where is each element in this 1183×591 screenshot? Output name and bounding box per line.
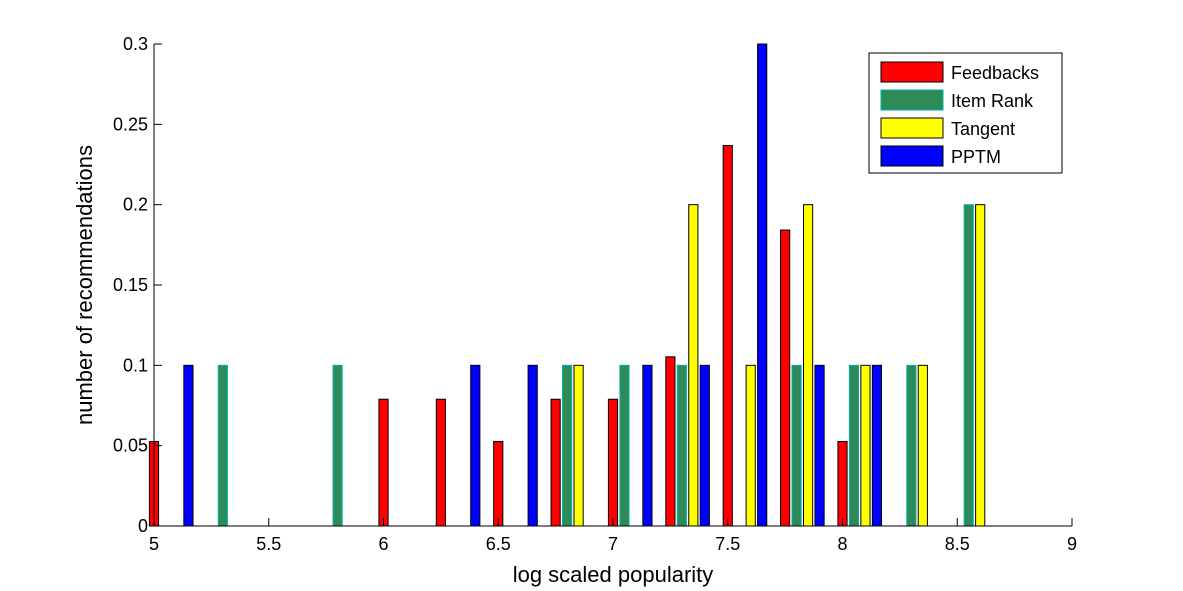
bar-item-rank-1 (217, 364, 228, 527)
legend-label-item-rank: Item Rank (951, 91, 1034, 111)
bar-item-rank-14 (963, 204, 974, 527)
y-tick-label: 0.25 (113, 114, 148, 134)
bar-feedbacks-12 (837, 440, 848, 527)
y-tick-label: 0.3 (123, 34, 148, 54)
x-tick-label: 6.5 (486, 534, 511, 554)
legend-label-feedbacks: Feedbacks (951, 63, 1039, 83)
bar-feedbacks-5 (435, 398, 446, 527)
bar-feedbacks-11 (780, 229, 791, 527)
legend-label-pptm: PPTM (951, 147, 1001, 167)
x-tick-label: 6 (378, 534, 388, 554)
x-tick-label: 9 (1067, 534, 1077, 554)
y-tick-label: 0.1 (123, 355, 148, 375)
x-tick-label: 7.5 (715, 534, 740, 554)
bar-tangent-12 (860, 364, 871, 527)
bar-feedbacks-8 (607, 398, 619, 527)
bar-tangent-9 (688, 204, 699, 527)
bar-item-rank-12 (848, 364, 860, 527)
legend-label-tangent: Tangent (951, 119, 1015, 139)
y-axis-title: number of recommendations (72, 145, 97, 425)
legend-swatch-tangent (880, 117, 944, 139)
legend-swatch-item-rank (880, 89, 944, 111)
legend-swatch-feedbacks (880, 61, 944, 83)
bar-pptm-10 (757, 43, 768, 527)
x-tick-label: 5.5 (256, 534, 281, 554)
bar-feedbacks-6 (493, 440, 504, 527)
bar-tangent-13 (917, 364, 928, 527)
x-axis-title: log scaled popularity (513, 562, 714, 587)
y-tick-label: 0.2 (123, 195, 148, 215)
x-tick-label: 8.5 (945, 534, 970, 554)
bar-pptm-6 (527, 364, 538, 527)
y-tick-label: 0.05 (113, 436, 148, 456)
bar-feedbacks-4 (378, 398, 389, 527)
bar-tangent-14 (975, 204, 986, 527)
bar-item-rank-8 (619, 364, 630, 527)
ticks-group: 5 5.5 6 6.5 7 7.5 8 8.5 9 0 0.05 0.1 0.15 0.2 0.25 0.3 (113, 34, 1077, 554)
legend: Feedbacks Item Rank Tangent PPTM (868, 52, 1063, 174)
bar-tangent-7 (573, 364, 584, 527)
bar-pptm-0 (183, 364, 194, 527)
bar-item-rank-3 (332, 364, 343, 527)
x-tick-label: 5 (149, 534, 159, 554)
y-tick-label: 0.15 (113, 275, 148, 295)
bar-pptm-12 (871, 364, 883, 527)
bar-pptm-9 (699, 364, 710, 527)
x-tick-label: 7 (608, 534, 618, 554)
y-tick-label: 0 (138, 516, 148, 536)
bar-pptm-5 (470, 364, 481, 527)
bar-item-rank-9 (676, 364, 687, 527)
bar-item-rank-7 (562, 364, 573, 527)
x-tick-label: 8 (837, 534, 847, 554)
bar-pptm-8 (642, 364, 653, 527)
legend-swatch-pptm (880, 145, 944, 167)
bar-feedbacks-7 (550, 398, 561, 527)
bar-item-rank-11 (791, 364, 802, 527)
bar-item-rank-13 (906, 364, 917, 527)
bar-feedbacks-9 (665, 356, 676, 527)
bar-tangent-11 (802, 204, 814, 527)
bar-tangent-10 (745, 364, 756, 527)
bar-pptm-11 (814, 364, 825, 527)
bar-feedbacks-10 (722, 145, 733, 527)
